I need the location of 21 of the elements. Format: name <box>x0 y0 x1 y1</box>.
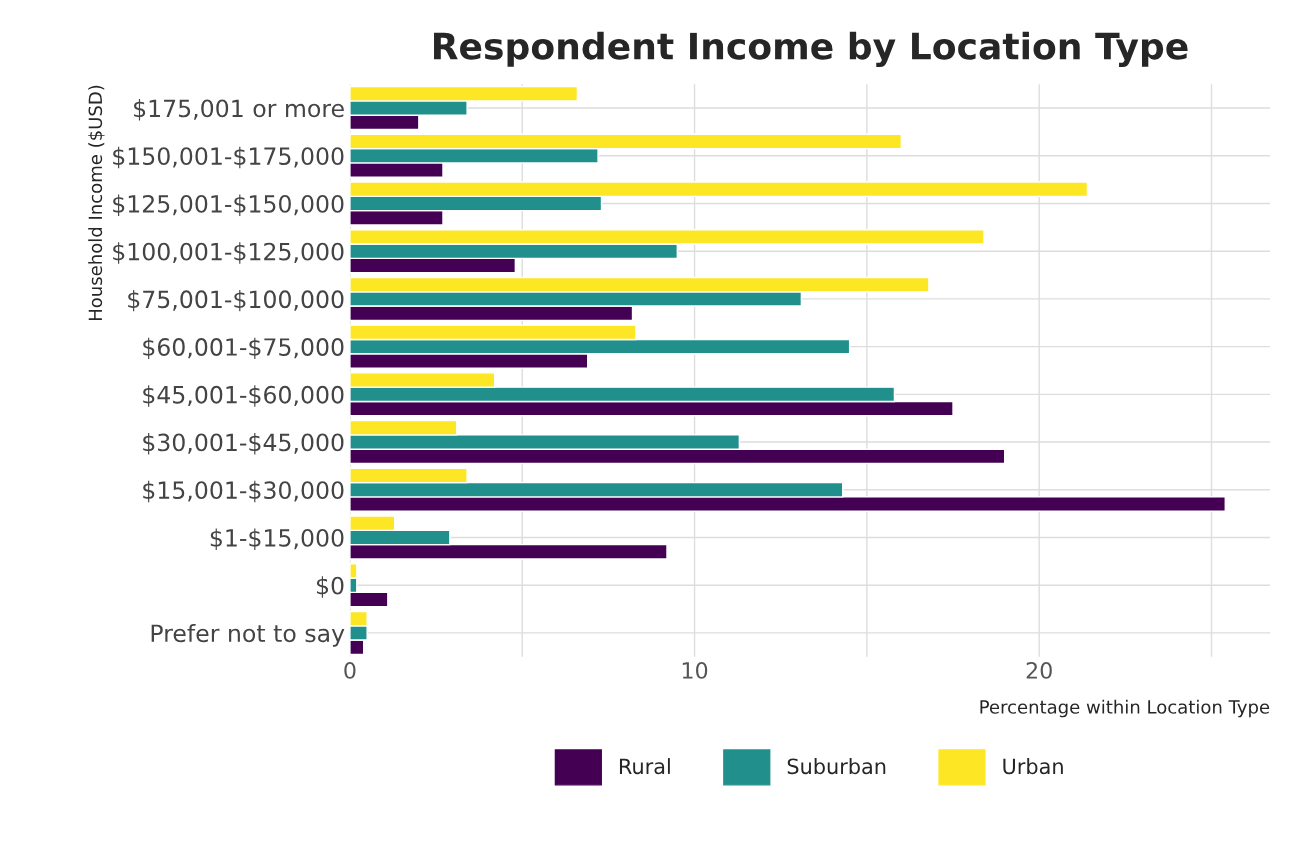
x-tick-label: 20 <box>1026 662 1052 679</box>
y-tick-label: $100,001-$125,000 <box>113 242 344 264</box>
y-tick-label: $175,001 or more <box>134 99 344 121</box>
y-tick-label: Prefer not to say <box>151 623 345 647</box>
legend-label: Urban <box>1003 758 1063 775</box>
y-tick-label: $60,001-$75,000 <box>143 337 344 360</box>
x-tick-label: 0 <box>344 662 356 679</box>
y-tick-label: $125,001-$150,000 <box>113 194 344 216</box>
x-tick-label: 10 <box>682 662 708 679</box>
y-tick-label: $1-$15,000 <box>210 528 344 550</box>
y-tick-label: $75,001-$100,000 <box>128 289 344 312</box>
y-tick-label: $15,001-$30,000 <box>143 480 344 503</box>
y-tick-label: $0 <box>316 576 344 598</box>
chart-title: Respondent Income by Location Type <box>434 31 1188 67</box>
y-axis-title: Household Income ($USD) <box>88 85 105 321</box>
legend-label: Rural <box>619 758 670 775</box>
x-axis-title: Percentage within Location Type <box>980 699 1270 718</box>
y-tick-label: $30,001-$45,000 <box>143 433 344 455</box>
legend-label: Suburban <box>787 758 886 775</box>
y-tick-label: $150,001-$175,000 <box>113 146 344 169</box>
y-tick-label: $45,001-$60,000 <box>143 385 344 407</box>
